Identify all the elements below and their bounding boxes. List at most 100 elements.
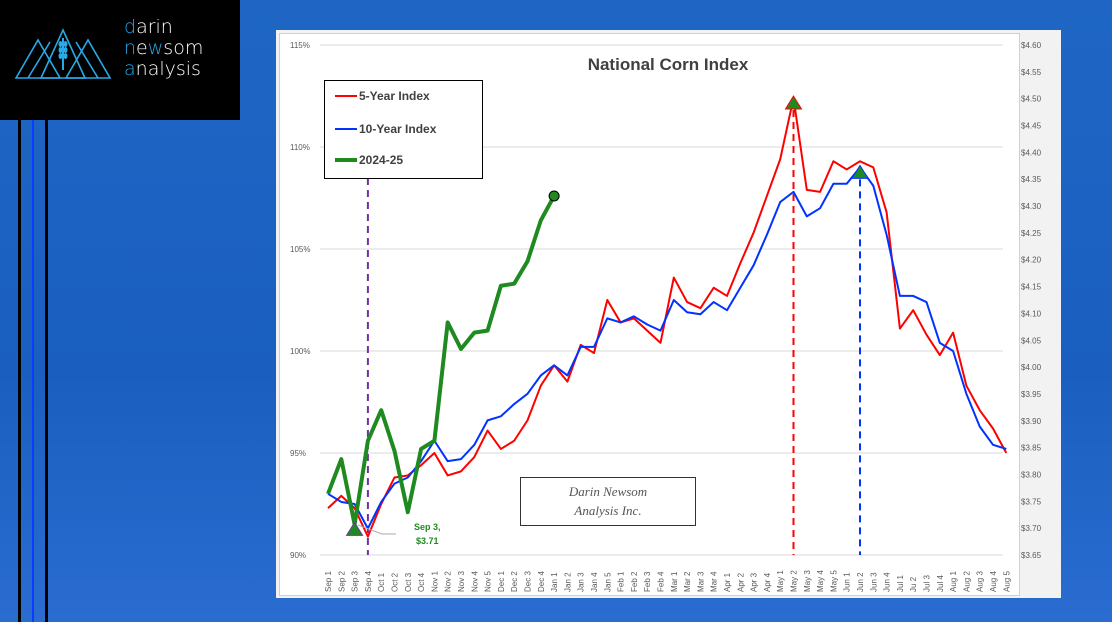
legend-swatch xyxy=(335,158,357,162)
y-right-tick-label: $3.65 xyxy=(1021,551,1042,560)
x-tick-label: May 4 xyxy=(816,570,825,592)
brand-letter: e xyxy=(136,37,148,59)
x-tick-label: Nov 1 xyxy=(430,571,439,592)
x-tick-label: Mar 1 xyxy=(670,571,679,592)
x-tick-label: Mar 2 xyxy=(683,571,692,592)
mountain-wheat-icon xyxy=(14,28,112,79)
y-right-tick-label: $4.45 xyxy=(1021,122,1042,131)
series-line-10-year-index xyxy=(327,166,1007,530)
y-right-tick-label: $4.10 xyxy=(1021,309,1042,318)
x-tick-label: Jun 2 xyxy=(856,572,865,592)
brand-letter: n xyxy=(124,37,137,59)
y-right-tick-label: $4.05 xyxy=(1021,336,1042,345)
x-tick-label: May 3 xyxy=(803,570,812,592)
chart-legend: 5-Year Index 10-Year Index 2024-25 xyxy=(324,80,483,179)
x-tick-label: Dec 3 xyxy=(524,571,533,592)
x-tick-label: Apr 3 xyxy=(750,572,759,592)
x-tick-label: Apr 1 xyxy=(723,572,732,592)
x-tick-label: Jul 3 xyxy=(923,575,932,592)
x-tick-label: May 5 xyxy=(829,570,838,592)
x-tick-label: Aug 2 xyxy=(962,571,971,592)
y-tick-label: 105% xyxy=(290,245,310,254)
x-tick-label: Nov 3 xyxy=(457,571,466,592)
y-right-tick-label: $3.85 xyxy=(1021,444,1042,453)
legend-item-10yr: 10-Year Index xyxy=(335,122,436,136)
x-tick-label: Nov 4 xyxy=(470,571,479,592)
y-right-tick-label: $3.80 xyxy=(1021,470,1042,479)
x-tick-label: Jan 3 xyxy=(577,572,586,592)
x-tick-label: May 1 xyxy=(776,570,785,592)
x-tick-label: Jan 4 xyxy=(590,572,599,592)
y-right-tick-label: $4.60 xyxy=(1021,41,1042,50)
y-right-tick-label: $4.00 xyxy=(1021,363,1042,372)
x-tick-label: Jun 4 xyxy=(883,572,892,592)
x-tick-label: Jan 5 xyxy=(603,572,612,592)
y-right-tick-label: $3.75 xyxy=(1021,497,1042,506)
y-tick-label: 115% xyxy=(290,41,310,50)
x-tick-label: Apr 2 xyxy=(736,572,745,592)
x-tick-label: Feb 1 xyxy=(617,571,626,592)
y-right-tick-label: $3.95 xyxy=(1021,390,1042,399)
y-tick-label: 110% xyxy=(290,143,310,152)
y-tick-label: 90% xyxy=(290,551,306,560)
x-tick-label: Dec 4 xyxy=(537,571,546,592)
brand-letter: a xyxy=(124,58,136,80)
x-tick-label: Jun 1 xyxy=(843,572,852,592)
brand-word: som xyxy=(163,37,204,59)
legend-label: 5-Year Index xyxy=(359,89,430,103)
triangle-marker-icon xyxy=(851,164,869,179)
legend-item-2024-25: 2024-25 xyxy=(335,153,403,167)
x-tick-label: Jan 1 xyxy=(550,572,559,592)
endpoint-marker-icon xyxy=(548,190,560,202)
series-line-5-year-index xyxy=(327,97,1008,538)
annotation-leader-line xyxy=(357,524,396,535)
y-right-tick-label: $4.35 xyxy=(1021,175,1042,184)
y-right-tick-label: $3.90 xyxy=(1021,417,1042,426)
brand-wordmark: darin newsom analysis xyxy=(124,17,203,80)
x-tick-label: Feb 4 xyxy=(657,571,666,592)
annotation-label: Sep 3, xyxy=(414,522,441,532)
y-tick-label: 100% xyxy=(290,347,310,356)
y-right-tick-label: $3.70 xyxy=(1021,524,1042,533)
watermark-line: Analysis Inc. xyxy=(574,503,642,518)
decorative-rule xyxy=(18,120,21,622)
legend-swatch xyxy=(335,128,357,130)
x-tick-label: Dec 2 xyxy=(510,571,519,592)
x-tick-label: Nov 5 xyxy=(484,571,493,592)
x-tick-label: Oct 4 xyxy=(417,572,426,592)
legend-item-5yr: 5-Year Index xyxy=(335,89,430,103)
brand-word: nalysis xyxy=(135,58,201,80)
brand-letter: d xyxy=(124,16,137,38)
x-tick-label: Feb 3 xyxy=(643,571,652,592)
x-tick-label: Sep 3 xyxy=(351,571,360,592)
x-tick-label: Dec 1 xyxy=(497,571,506,592)
x-tick-label: Ju 2 xyxy=(909,576,918,592)
brand-letter: w xyxy=(147,37,164,59)
x-tick-label: May 2 xyxy=(790,570,799,592)
brand-logo: darin newsom analysis xyxy=(0,0,240,120)
series-line-2024-25 xyxy=(326,195,556,527)
x-tick-label: Aug 3 xyxy=(976,571,985,592)
y-right-tick-label: $4.40 xyxy=(1021,148,1042,157)
x-tick-label: Sep 2 xyxy=(337,571,346,592)
x-tick-label: Oct 1 xyxy=(377,572,386,592)
watermark-box: Darin Newsom Analysis Inc. xyxy=(520,477,696,526)
legend-label: 10-Year Index xyxy=(359,122,437,136)
watermark-line: Darin Newsom xyxy=(568,484,648,499)
x-tick-label: Sep 1 xyxy=(324,571,333,592)
x-tick-label: Jun 3 xyxy=(869,572,878,592)
y-tick-label: 95% xyxy=(290,449,306,458)
x-tick-label: Mar 4 xyxy=(710,571,719,592)
x-tick-label: Nov 2 xyxy=(444,571,453,592)
triangle-marker-icon xyxy=(345,521,364,536)
decorative-rule xyxy=(32,120,34,622)
x-tick-label: Apr 4 xyxy=(763,572,772,592)
decorative-rule xyxy=(45,120,48,622)
y-right-tick-label: $4.55 xyxy=(1021,68,1042,77)
brand-word: arin xyxy=(136,16,173,38)
x-tick-label: Sep 4 xyxy=(364,571,373,592)
y-right-tick-label: $4.50 xyxy=(1021,95,1042,104)
legend-swatch xyxy=(335,95,357,97)
y-right-tick-label: $4.30 xyxy=(1021,202,1042,211)
